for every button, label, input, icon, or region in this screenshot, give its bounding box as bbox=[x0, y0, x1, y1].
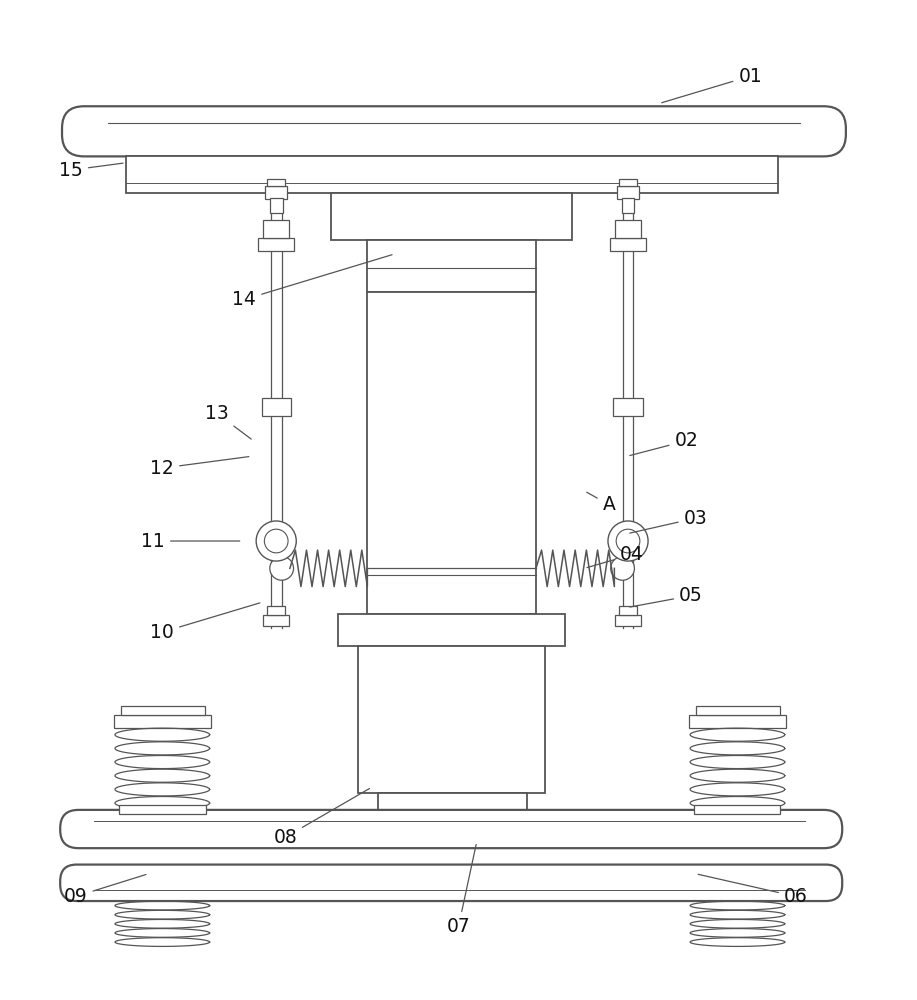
Bar bbox=[619, 179, 637, 186]
Text: 09: 09 bbox=[64, 875, 146, 906]
Circle shape bbox=[608, 521, 648, 561]
Bar bbox=[615, 615, 641, 626]
Bar bbox=[693, 805, 780, 814]
Text: 03: 03 bbox=[630, 509, 707, 533]
Text: 06: 06 bbox=[698, 874, 808, 906]
Text: 13: 13 bbox=[205, 404, 251, 439]
Bar bbox=[696, 706, 780, 715]
Bar bbox=[615, 220, 641, 238]
Bar bbox=[258, 238, 294, 251]
Bar bbox=[119, 805, 206, 814]
Bar bbox=[613, 398, 643, 416]
Text: 11: 11 bbox=[141, 532, 239, 551]
Text: 08: 08 bbox=[273, 788, 370, 847]
Bar bbox=[265, 186, 287, 199]
Bar bbox=[263, 220, 289, 238]
Bar bbox=[267, 606, 285, 615]
Text: 14: 14 bbox=[232, 255, 392, 309]
Bar bbox=[121, 706, 205, 715]
Bar bbox=[610, 238, 646, 251]
Bar bbox=[622, 198, 635, 213]
Text: 07: 07 bbox=[447, 845, 476, 936]
Bar bbox=[379, 793, 527, 814]
FancyBboxPatch shape bbox=[61, 810, 842, 848]
FancyBboxPatch shape bbox=[61, 865, 842, 901]
Circle shape bbox=[616, 529, 640, 553]
Bar bbox=[126, 156, 778, 193]
Text: 10: 10 bbox=[150, 603, 260, 642]
Text: A: A bbox=[587, 492, 615, 514]
Circle shape bbox=[264, 529, 288, 553]
Bar bbox=[261, 398, 291, 416]
Text: 12: 12 bbox=[150, 457, 249, 478]
Text: 02: 02 bbox=[630, 431, 698, 456]
FancyBboxPatch shape bbox=[62, 106, 845, 156]
Bar bbox=[114, 715, 211, 728]
Text: 15: 15 bbox=[60, 161, 123, 180]
Circle shape bbox=[611, 557, 635, 580]
Bar bbox=[270, 198, 282, 213]
Bar bbox=[619, 606, 637, 615]
Bar bbox=[267, 179, 285, 186]
Bar bbox=[331, 193, 572, 240]
Bar bbox=[368, 240, 536, 292]
Circle shape bbox=[256, 521, 296, 561]
Circle shape bbox=[270, 557, 293, 580]
Bar bbox=[359, 646, 545, 793]
Text: 04: 04 bbox=[587, 545, 644, 568]
Bar bbox=[338, 614, 565, 646]
Text: 05: 05 bbox=[630, 586, 702, 607]
Bar bbox=[689, 715, 786, 728]
Bar bbox=[368, 292, 536, 614]
Bar bbox=[263, 615, 289, 626]
Bar bbox=[617, 186, 639, 199]
Text: 01: 01 bbox=[662, 67, 762, 103]
